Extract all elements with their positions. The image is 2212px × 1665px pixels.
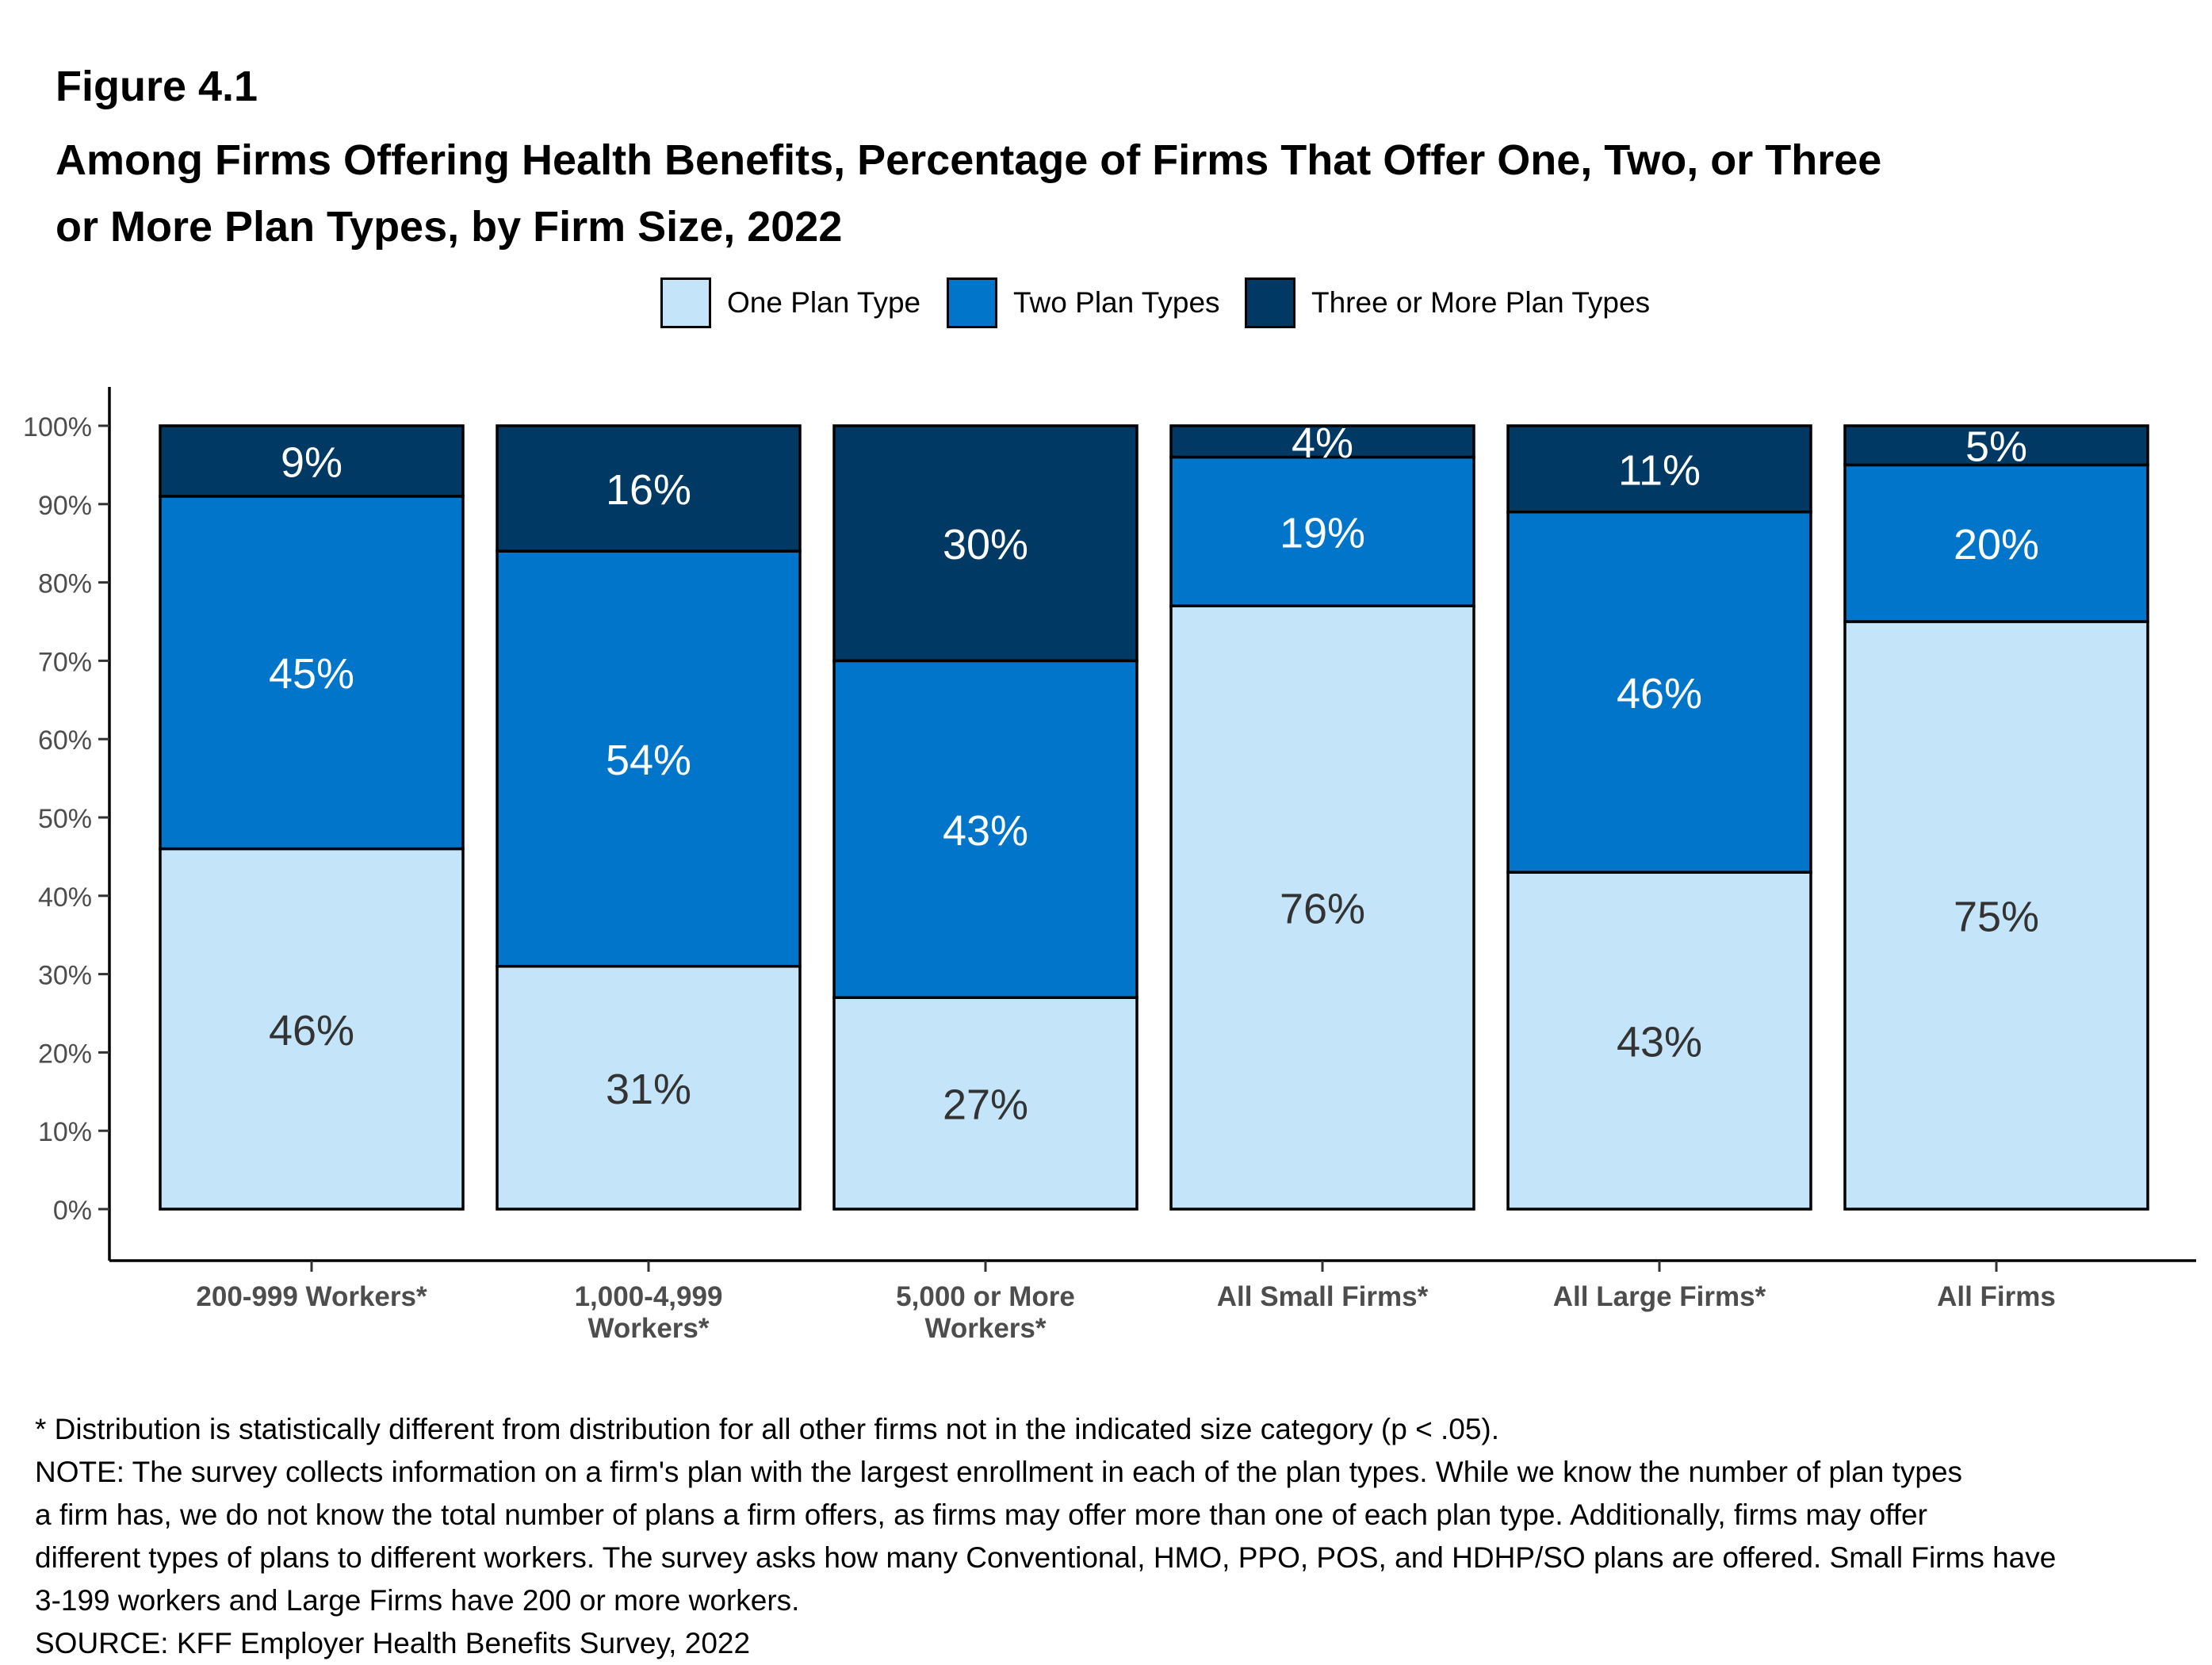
data-label: 20% — [1954, 521, 2039, 568]
y-tick-label: 50% — [38, 804, 92, 834]
y-tick-label: 80% — [38, 569, 92, 599]
bar-segment — [832, 996, 1139, 1211]
bar-segment — [1843, 463, 2149, 623]
footnotes: * Distribution is statistically differen… — [35, 1408, 2176, 1665]
data-label: 31% — [606, 1066, 691, 1113]
y-tick-label: 40% — [38, 882, 92, 913]
bar-segment — [159, 847, 465, 1211]
data-label: 43% — [1617, 1019, 1702, 1066]
y-tick-label: 30% — [38, 961, 92, 991]
data-label: 11% — [1618, 446, 1701, 494]
data-label: 76% — [1280, 886, 1365, 933]
bar-segment — [1169, 455, 1475, 607]
y-tick-label: 90% — [38, 491, 92, 521]
footnote-note-line-3: different types of plans to different wo… — [35, 1541, 2057, 1574]
data-label: 46% — [1617, 670, 1702, 718]
bar-segment — [1169, 424, 1475, 459]
bar-segment — [832, 424, 1139, 663]
legend-swatch-one-plan — [660, 278, 711, 328]
data-label: 5% — [1965, 423, 2027, 471]
bar-segment — [1506, 871, 1812, 1211]
y-tick-label: 70% — [38, 647, 92, 677]
data-label: 43% — [943, 807, 1028, 855]
data-label: 30% — [943, 521, 1028, 568]
bar-segment — [159, 495, 465, 851]
bar-segment — [1843, 424, 2149, 467]
x-tick-label: 200-999 Workers* — [196, 1281, 427, 1312]
footnote-significance: * Distribution is statistically differen… — [35, 1413, 1500, 1445]
data-label: 27% — [943, 1081, 1028, 1129]
bar-segment — [159, 424, 465, 498]
legend-swatch-three-plan — [1245, 278, 1295, 328]
y-tick-label: 0% — [53, 1196, 92, 1226]
bar-segment — [1843, 620, 2149, 1211]
data-label: 46% — [269, 1007, 354, 1054]
y-axis: 0% 10% 20% 30% 40% 50% 60% 70% 80% 90% 100% — [23, 387, 111, 1261]
legend-item-one-plan: One Plan Type — [660, 274, 920, 331]
y-tick-label: 100% — [23, 412, 92, 442]
bar-segment — [1506, 510, 1812, 874]
legend: One Plan Type Two Plan Types Three or Mo… — [0, 274, 2212, 335]
data-label: 16% — [606, 466, 691, 514]
legend-item-two-plan: Two Plan Types — [947, 274, 1220, 331]
bar-segment — [1506, 424, 1812, 514]
bar-segment — [832, 659, 1139, 999]
y-tick-label: 60% — [38, 725, 92, 756]
footnote-note-line-2: a firm has, we do not know the total num… — [35, 1498, 1927, 1531]
x-tick-label: Workers* — [587, 1313, 709, 1344]
data-label: 9% — [281, 438, 343, 486]
bars: 46% 45% 9% 31% 54% 16% 27% 43% 30% 76% 19% 4% 43% 46%… — [159, 419, 2149, 1211]
x-tick-label: 1,000-4,999 — [575, 1281, 723, 1312]
bar-segment — [1169, 604, 1475, 1211]
stacked-bar-chart: 0% 10% 20% 30% 40% 50% 60% 70% 80% 90% 100% 46% 45%… — [23, 387, 2196, 1344]
x-axis: 200-999 Workers* 1,000-4,999Workers*5,000… — [109, 1259, 2196, 1344]
data-label: 4% — [1292, 419, 1353, 467]
bar-segment — [496, 549, 802, 968]
bar-segment — [496, 424, 802, 553]
x-tick-label: All Large Firms* — [1553, 1281, 1766, 1312]
legend-swatch-two-plan — [947, 278, 997, 328]
legend-label-one-plan: One Plan Type — [727, 286, 921, 319]
footnote-note-line-1: NOTE: The survey collects information on… — [35, 1456, 1963, 1488]
x-tick-label: All Firms — [1937, 1281, 2056, 1312]
y-tick-label: 10% — [38, 1117, 92, 1147]
figure-label: Figure 4.1 — [55, 63, 258, 110]
legend-item-three-plan: Three or More Plan Types — [1245, 274, 1650, 331]
x-tick-label: 5,000 or More — [896, 1281, 1075, 1312]
chart-title-line-2: or More Plan Types, by Firm Size, 2022 — [55, 203, 843, 251]
data-label: 45% — [269, 650, 354, 698]
y-tick-label: 20% — [38, 1039, 92, 1069]
x-tick-label: Workers* — [924, 1313, 1046, 1344]
chart-title: Among Firms Offering Health Benefits, Pe… — [55, 127, 2133, 260]
chart-title-line-1: Among Firms Offering Health Benefits, Pe… — [55, 136, 1882, 184]
legend-label-three-plan: Three or More Plan Types — [1311, 286, 1651, 319]
x-tick-label: All Small Firms* — [1217, 1281, 1429, 1312]
footnote-note-line-4: 3-199 workers and Large Firms have 200 o… — [35, 1584, 800, 1617]
data-label: 75% — [1954, 894, 2039, 941]
footnote-source: SOURCE: KFF Employer Health Benefits Sur… — [35, 1627, 751, 1659]
legend-label-two-plan: Two Plan Types — [1013, 286, 1220, 319]
data-label: 54% — [606, 737, 691, 784]
data-label: 19% — [1280, 509, 1365, 557]
